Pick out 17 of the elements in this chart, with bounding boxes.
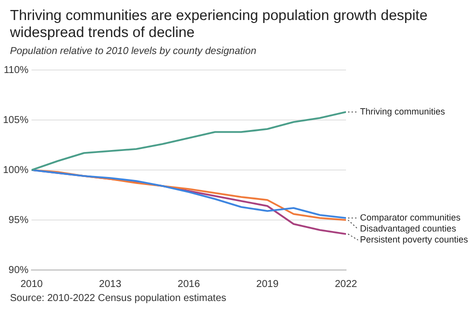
- series-label: Disadvantaged counties: [360, 223, 457, 234]
- source-note: Source: 2010-2022 Census population estimates: [9, 293, 228, 304]
- series-label: Thriving communities: [360, 106, 446, 116]
- y-tick-label: 95%: [8, 214, 29, 226]
- x-tick-label: 2010: [20, 278, 44, 290]
- x-tick-label: 2022: [334, 278, 358, 290]
- x-tick-label: 2016: [178, 278, 200, 290]
- chart-title: Thriving communities are experiencing population growth despite widespread trends of decline: [9, 7, 429, 42]
- series-label: Comparator communities: [360, 212, 462, 222]
- y-tick-label: 90%: [8, 264, 29, 276]
- x-tick-label: 2013: [99, 278, 122, 290]
- y-tick-label: 110%: [4, 64, 29, 76]
- y-tick-label: 100%: [3, 164, 29, 176]
- series-label: Persistent poverty counties: [360, 234, 469, 244]
- x-tick-label: 2019: [256, 278, 279, 290]
- y-tick-label: 105%: [3, 114, 29, 126]
- chart-subtitle: Population relative to 2010 levels by county designation: [9, 45, 258, 57]
